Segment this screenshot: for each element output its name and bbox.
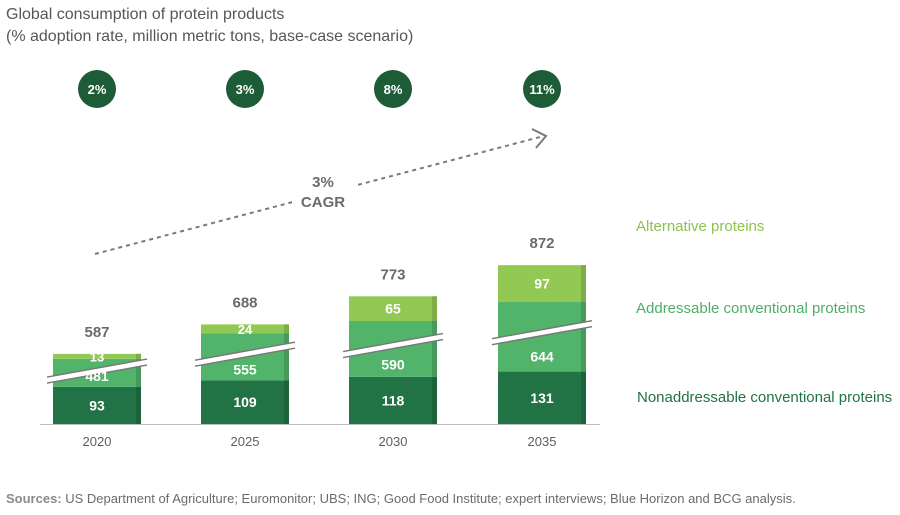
axis-break-line-lower-2035 [491, 325, 593, 346]
bar-addressable-edge-2020 [136, 358, 141, 387]
axis-break-line-upper-2020 [46, 358, 148, 378]
adoption-rate-2025: 3% [236, 82, 255, 97]
total-label-2030: 773 [380, 266, 405, 283]
axis-break-band-2035 [492, 320, 592, 345]
sources-label: Sources: [6, 491, 62, 506]
value-label-alternative-2025: 24 [238, 322, 253, 337]
value-label-alternative-2020: 13 [90, 349, 104, 364]
bar-alternative-2025 [201, 324, 289, 334]
axis-break-band-2020 [47, 359, 147, 384]
value-label-nonaddressable-2030: 118 [382, 392, 405, 408]
bar-nonaddressable-edge-2035 [581, 371, 586, 424]
bar-alternative-2020 [53, 353, 141, 359]
bar-nonaddressable-2035 [498, 371, 586, 424]
adoption-badge-2025 [226, 70, 264, 108]
bar-nonaddressable-edge-2020 [136, 386, 141, 424]
axis-break-band-2030 [343, 333, 443, 358]
bar-nonaddressable-edge-2025 [284, 380, 289, 424]
axis-break-line-lower-2025 [194, 347, 296, 367]
sources-note: Sources: US Department of Agriculture; E… [6, 491, 796, 506]
value-label-alternative-2030: 65 [385, 301, 401, 317]
cagr-label-background [292, 170, 356, 214]
bar-nonaddressable-2030 [349, 376, 437, 424]
bar-alternative-2035 [498, 265, 586, 303]
cagr-arrowhead [531, 128, 548, 149]
value-label-nonaddressable-2035: 131 [530, 390, 554, 406]
bar-nonaddressable-2025 [201, 380, 289, 424]
x-tick-label-2030: 2030 [379, 434, 408, 449]
x-tick-label-2020: 2020 [83, 434, 112, 449]
value-label-addressable-2025: 555 [233, 361, 257, 377]
bar-addressable-edge-2035 [581, 302, 586, 372]
adoption-badge-2020 [78, 70, 116, 108]
sources-text: US Department of Agriculture; Euromonito… [61, 491, 796, 506]
adoption-rate-2020: 2% [88, 82, 107, 97]
legend-item-2: Nonaddressable conventional proteins [637, 389, 892, 406]
legend-item-0: Alternative proteins [636, 218, 764, 235]
stacked-bar-chart: 93 481 13 587 2020 2% 109 555 24 688 2025 3% 118 590 6… [40, 70, 892, 449]
value-label-addressable-2020: 481 [85, 368, 109, 384]
axis-break-line-lower-2020 [46, 364, 148, 384]
value-label-addressable-2030: 590 [381, 357, 405, 373]
axis-break-line-upper-2035 [491, 319, 593, 340]
axis-break-line-upper-2025 [194, 341, 296, 361]
axis-break-band-2025 [195, 342, 295, 367]
total-label-2020: 587 [84, 324, 109, 341]
adoption-badge-2035 [523, 70, 561, 108]
bar-nonaddressable-edge-2030 [432, 376, 437, 424]
legend-item-1: Addressable conventional proteins [636, 300, 865, 317]
total-label-2025: 688 [232, 294, 257, 311]
bar-alternative-edge-2035 [581, 265, 586, 303]
adoption-rate-2030: 8% [384, 82, 403, 97]
bar-alternative-2030 [349, 296, 437, 322]
bar-alternative-edge-2025 [284, 324, 289, 334]
adoption-badge-2030 [374, 70, 412, 108]
x-tick-label-2025: 2025 [231, 434, 260, 449]
bar-addressable-edge-2030 [432, 321, 437, 377]
bar-alternative-edge-2030 [432, 296, 437, 322]
x-tick-label-2035: 2035 [528, 434, 557, 449]
axis-break-line-upper-2030 [342, 332, 444, 353]
value-label-nonaddressable-2025: 109 [233, 394, 257, 410]
chart-title: Global consumption of protein products [6, 6, 285, 23]
chart-subtitle: (% adoption rate, million metric tons, b… [6, 28, 414, 45]
cagr-value: 3% [312, 174, 334, 191]
value-label-nonaddressable-2020: 93 [89, 397, 105, 413]
adoption-rate-2035: 11% [529, 82, 555, 97]
bar-addressable-edge-2025 [284, 333, 289, 381]
bar-nonaddressable-2020 [53, 386, 141, 424]
cagr-label: CAGR [301, 194, 345, 211]
value-label-addressable-2035: 644 [530, 348, 554, 364]
total-label-2035: 872 [529, 235, 554, 252]
value-label-alternative-2035: 97 [534, 276, 550, 292]
chart-title-block: Global consumption of protein products (… [6, 4, 413, 48]
axis-break-line-lower-2030 [342, 338, 444, 359]
bar-alternative-edge-2020 [136, 353, 141, 359]
